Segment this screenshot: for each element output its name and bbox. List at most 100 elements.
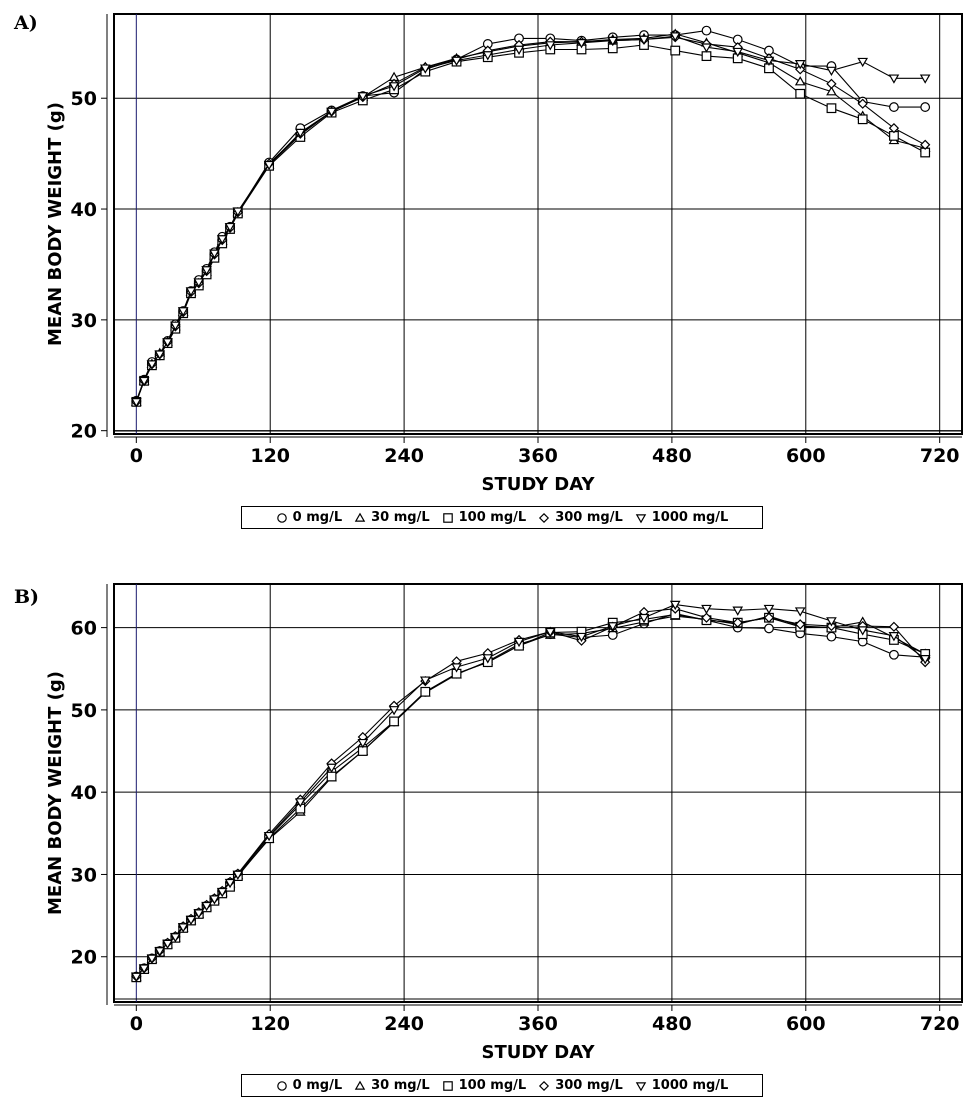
legend-item-3: 300 mg/L bbox=[538, 510, 623, 525]
data-point-triangle-down bbox=[232, 870, 244, 880]
data-point-circle bbox=[889, 102, 899, 112]
data-point-triangle-down bbox=[162, 939, 173, 950]
panel-label-b: B) bbox=[14, 586, 40, 608]
legend-marker-circle-icon bbox=[276, 1080, 287, 1091]
x-tick-label: 360 bbox=[518, 1013, 558, 1035]
legend-label: 100 mg/L bbox=[458, 1078, 527, 1093]
legend-item-2: 100 mg/L bbox=[442, 1078, 527, 1093]
data-point-triangle-down bbox=[224, 222, 236, 233]
legend-item-0: 0 mg/L bbox=[276, 1078, 342, 1093]
data-point-triangle-down bbox=[193, 278, 205, 288]
legend-marker-shape bbox=[635, 1081, 646, 1091]
data-point-triangle-down bbox=[138, 964, 150, 974]
y-tick-label: 60 bbox=[71, 618, 97, 640]
legend-marker-shape bbox=[635, 513, 646, 523]
data-point-triangle-down bbox=[513, 637, 525, 648]
data-point-triangle-down bbox=[295, 798, 306, 808]
data-point-triangle-down bbox=[419, 676, 431, 686]
data-point-triangle-down bbox=[857, 57, 869, 68]
legend-marker-triangle-down-icon bbox=[635, 1081, 646, 1091]
data-point-triangle-down bbox=[154, 350, 166, 360]
data-point-triangle-down bbox=[544, 41, 556, 51]
x-tick-label: 720 bbox=[920, 445, 960, 467]
x-tick-label: 600 bbox=[786, 1013, 826, 1035]
legend-marker-shape bbox=[539, 512, 550, 523]
x-tick-label: 600 bbox=[786, 445, 826, 467]
data-point-triangle-down bbox=[919, 655, 931, 665]
legend-label: 30 mg/L bbox=[371, 1078, 430, 1093]
x-tick-label: 360 bbox=[518, 445, 558, 467]
data-point-triangle-down bbox=[919, 74, 931, 84]
legend-marker-shape bbox=[539, 1080, 550, 1091]
data-point-diamond bbox=[826, 78, 837, 89]
legend-a: 0 mg/L 30 mg/L 100 mg/L 300 mg/L 1000 mg… bbox=[241, 506, 763, 529]
data-point-triangle-down bbox=[216, 235, 228, 245]
legend-marker-shape bbox=[354, 512, 366, 522]
data-point-circle bbox=[889, 649, 899, 660]
legend-item-1: 30 mg/L bbox=[354, 510, 430, 525]
data-point-triangle-down bbox=[888, 632, 900, 642]
legend-label: 300 mg/L bbox=[555, 510, 623, 525]
data-point-diamond bbox=[763, 612, 775, 623]
x-tick-label: 720 bbox=[920, 1013, 960, 1035]
data-point-diamond bbox=[920, 139, 931, 150]
data-point-triangle-down bbox=[451, 56, 462, 67]
data-point-triangle-down bbox=[732, 606, 744, 616]
y-tick-label: 50 bbox=[71, 700, 97, 722]
data-point-triangle-down bbox=[263, 831, 275, 842]
data-point-triangle-down bbox=[607, 36, 619, 47]
data-point-triangle-down bbox=[576, 38, 587, 49]
y-tick-label: 30 bbox=[71, 310, 97, 332]
data-point-diamond bbox=[795, 64, 806, 75]
y-tick-label: 20 bbox=[71, 947, 97, 969]
data-point-diamond bbox=[888, 621, 900, 632]
data-point-diamond bbox=[888, 122, 900, 134]
data-point-circle bbox=[920, 102, 931, 112]
legend-marker-triangle-up-icon bbox=[354, 1080, 366, 1090]
data-point-square bbox=[857, 114, 868, 125]
x-tick-label: 0 bbox=[130, 1013, 143, 1035]
data-point-triangle-down bbox=[154, 947, 166, 957]
legend-marker-shape bbox=[354, 1080, 366, 1090]
legend-marker-shape bbox=[442, 512, 453, 523]
data-point-circle bbox=[701, 25, 712, 36]
data-point-triangle-down bbox=[388, 706, 400, 716]
data-point-triangle-down bbox=[224, 878, 236, 889]
legend-item-1: 30 mg/L bbox=[354, 1078, 430, 1093]
data-point-triangle-down bbox=[201, 901, 212, 912]
chart-panel-a: A) 0 120 240 360 480 600 720 20 30 40 50 STUDY DAY M… bbox=[0, 0, 963, 545]
legend-item-4: 1000 mg/L bbox=[635, 1078, 728, 1093]
legend-marker-square-icon bbox=[442, 1080, 453, 1091]
data-point-triangle-down bbox=[138, 376, 150, 387]
data-point-triangle-down bbox=[232, 207, 244, 217]
data-point-triangle-down bbox=[209, 249, 220, 259]
data-point-triangle-up bbox=[826, 86, 837, 96]
data-point-triangle-down bbox=[794, 60, 806, 70]
x-tick-label: 480 bbox=[652, 445, 692, 467]
data-point-diamond bbox=[857, 98, 868, 109]
legend-marker-triangle-up-icon bbox=[354, 512, 366, 522]
data-point-triangle-down bbox=[201, 266, 212, 276]
y-tick-label: 40 bbox=[71, 199, 97, 221]
x-tick-label: 0 bbox=[130, 445, 143, 467]
data-point-triangle-down bbox=[638, 35, 650, 45]
data-point-square bbox=[701, 51, 712, 62]
data-point-triangle-down bbox=[170, 933, 181, 943]
x-tick-label: 120 bbox=[250, 445, 290, 467]
data-point-triangle-down bbox=[295, 128, 306, 139]
panel-label-a: A) bbox=[14, 12, 38, 34]
data-point-triangle-down bbox=[826, 617, 837, 627]
data-point-triangle-down bbox=[607, 622, 619, 632]
data-point-triangle-down bbox=[482, 51, 494, 61]
data-point-diamond bbox=[732, 617, 743, 628]
data-point-triangle-down bbox=[263, 160, 275, 171]
data-point-triangle-down bbox=[177, 307, 189, 317]
data-point-triangle-down bbox=[763, 56, 775, 67]
data-point-triangle-down bbox=[209, 895, 220, 905]
data-point-triangle-down bbox=[216, 887, 228, 898]
y-axis-title: MEAN BODY WEIGHT (g) bbox=[45, 102, 66, 346]
data-point-triangle-down bbox=[826, 66, 837, 77]
legend-marker-triangle-down-icon bbox=[635, 513, 646, 523]
data-point-triangle-down bbox=[732, 47, 744, 58]
data-point-triangle-down bbox=[763, 604, 775, 615]
